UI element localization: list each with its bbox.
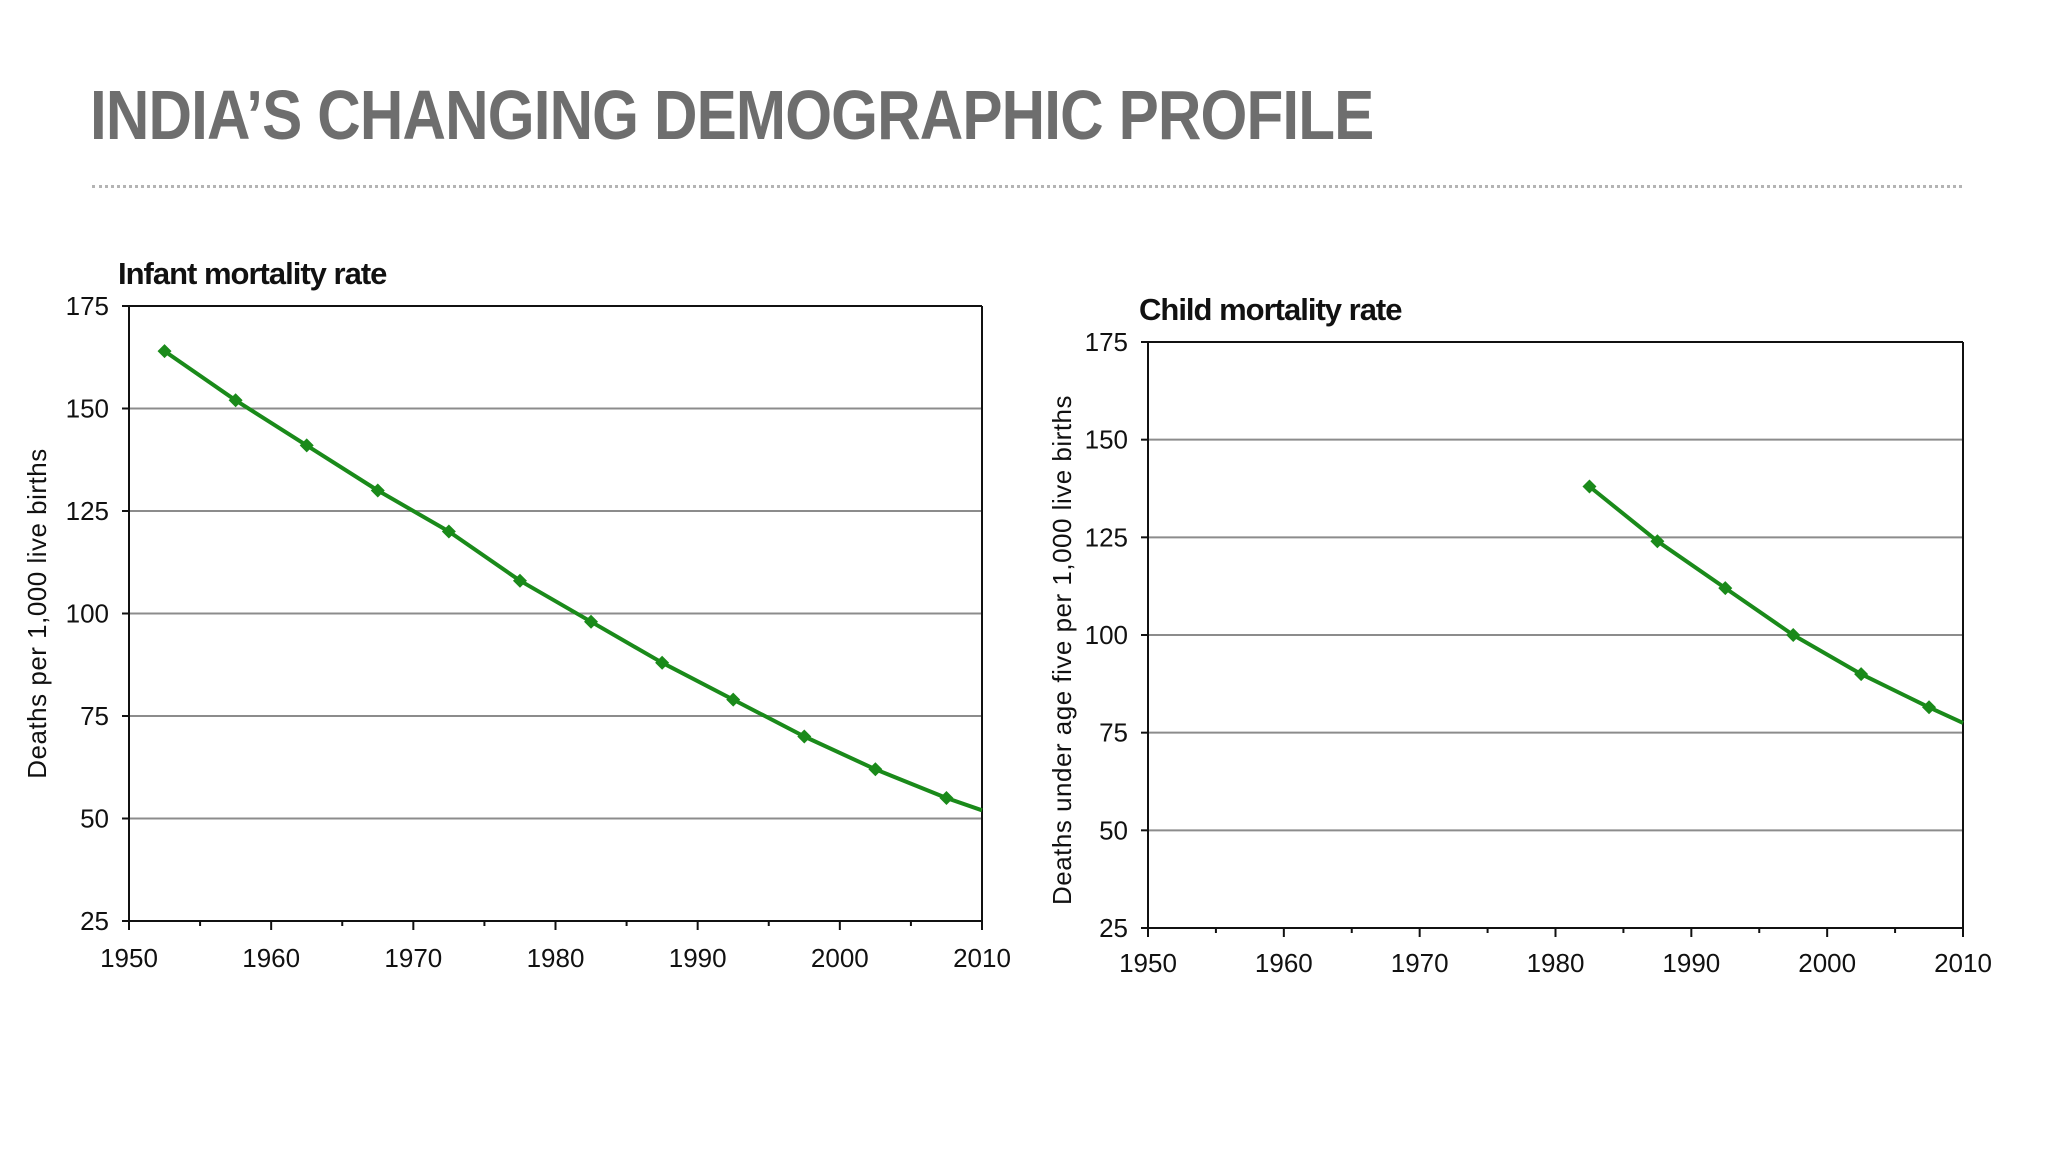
data-point <box>299 438 314 453</box>
data-point <box>1854 667 1869 682</box>
data-point <box>512 573 527 588</box>
x-tick-label: 2000 <box>811 943 869 973</box>
x-tick-label: 1970 <box>1391 948 1449 978</box>
y-tick-label: 150 <box>66 394 109 424</box>
y-tick-label: 25 <box>1099 913 1128 943</box>
child-mortality-chart: Child mortality rate 25 50 75 100 125 150 175 19… <box>1047 292 1992 978</box>
y-tick-label: 50 <box>80 804 109 834</box>
y-tick-label: 125 <box>66 496 109 526</box>
y-tick-label: 125 <box>1085 522 1128 552</box>
data-point <box>441 524 456 539</box>
data-point <box>655 655 670 670</box>
y-axis-title: Deaths per 1,000 live births <box>22 448 52 779</box>
y-tick-label: 75 <box>80 701 109 731</box>
data-point <box>157 344 172 359</box>
x-tick-label: 1980 <box>527 943 585 973</box>
y-tick-label: 175 <box>1085 327 1128 357</box>
data-point <box>1922 700 1937 715</box>
x-tick-label: 1990 <box>1662 948 1720 978</box>
x-tick-label: 1950 <box>1119 948 1177 978</box>
title-divider <box>92 185 1962 188</box>
y-axis-title: Deaths under age five per 1,000 live bir… <box>1047 395 1077 905</box>
x-tick-label: 1960 <box>1255 948 1313 978</box>
data-point <box>1650 534 1665 549</box>
data-point <box>1718 581 1733 596</box>
x-tick-label: 1990 <box>669 943 727 973</box>
data-point <box>1786 628 1801 642</box>
infant-mortality-chart: Infant mortality rate 25 50 75 100 125 150 175 1… <box>22 256 1011 973</box>
data-point <box>939 791 954 805</box>
x-tick-label: 1960 <box>242 943 300 973</box>
y-tick-label: 100 <box>1085 620 1128 650</box>
x-tick-label: 2000 <box>1798 948 1856 978</box>
data-point <box>1582 479 1597 494</box>
y-tick-label: 75 <box>1099 718 1128 748</box>
y-tick-label: 100 <box>66 599 109 629</box>
data-point <box>726 692 741 707</box>
y-tick-label: 50 <box>1099 815 1128 845</box>
data-point <box>228 393 243 408</box>
series-line <box>1588 484 1964 725</box>
data-point <box>370 483 385 498</box>
x-tick-label: 2010 <box>1934 948 1992 978</box>
slide-title: INDIA’S CHANGING DEMOGRAPHIC PROFILE <box>90 76 1374 154</box>
data-point <box>584 614 599 629</box>
data-point <box>868 762 883 777</box>
chart-title: Child mortality rate <box>1139 292 1402 327</box>
y-tick-label: 25 <box>80 906 109 936</box>
x-tick-label: 1970 <box>384 943 442 973</box>
y-tick-label: 175 <box>66 291 109 321</box>
y-tick-label: 150 <box>1085 425 1128 455</box>
x-tick-label: 2010 <box>953 943 1011 973</box>
chart-title: Infant mortality rate <box>118 256 387 291</box>
x-tick-label: 1980 <box>1527 948 1585 978</box>
series-line <box>163 349 983 813</box>
x-tick-label: 1950 <box>100 943 158 973</box>
data-point <box>797 729 812 744</box>
